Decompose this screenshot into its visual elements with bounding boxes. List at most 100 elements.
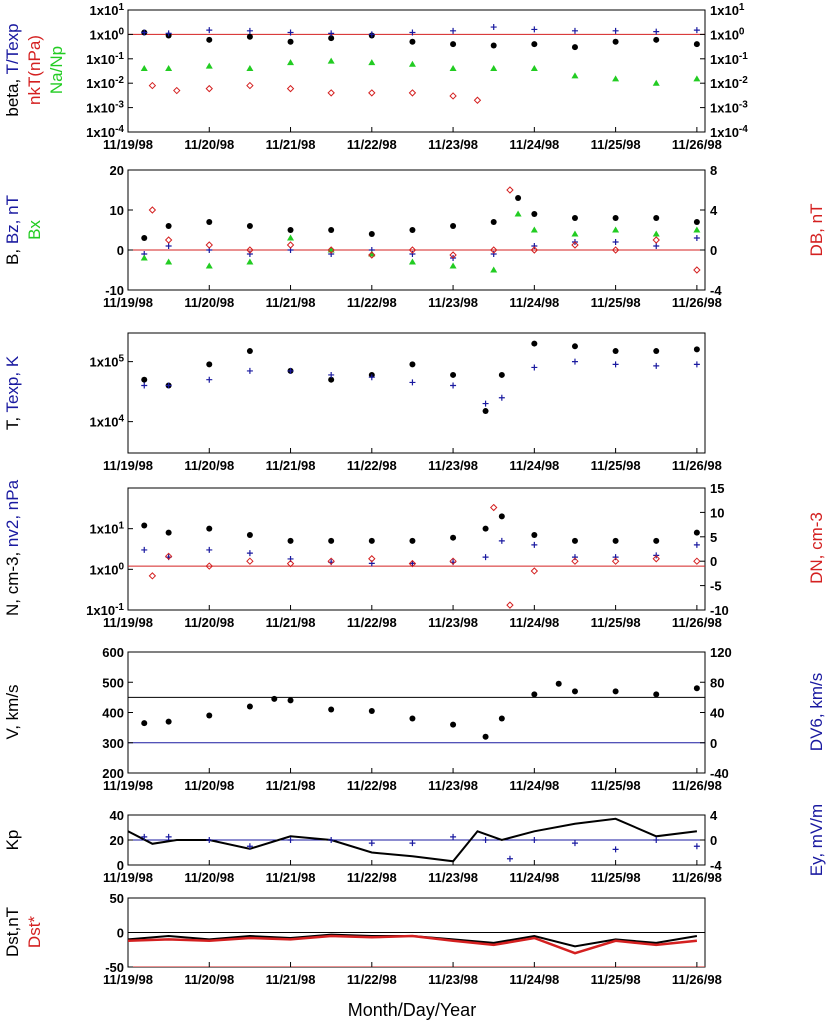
data-layer xyxy=(128,680,705,833)
data-point xyxy=(368,31,375,38)
y-tick-label: 1x105 xyxy=(90,354,125,370)
y-axis-label: beta, T/Texp xyxy=(3,23,22,116)
x-tick-label: 11/20/98 xyxy=(184,295,234,310)
data-point xyxy=(531,531,538,538)
data-point xyxy=(205,562,213,570)
data-point xyxy=(693,541,700,548)
panel-p6: 0 20 40 -4 0 4 11/19/98 11/20/98 11/21/98 11/22/9… xyxy=(3,804,826,885)
y2-tick-label: 15 xyxy=(710,481,724,496)
data-point xyxy=(246,550,253,557)
data-point xyxy=(246,348,253,355)
data-point xyxy=(409,38,416,45)
data-point xyxy=(206,27,213,34)
data-point xyxy=(449,262,457,269)
data-point xyxy=(693,75,701,82)
x-tick-label: 11/26/98 xyxy=(672,870,722,885)
data-point xyxy=(368,250,376,257)
x-tick-label: 11/19/98 xyxy=(103,870,153,885)
data-point xyxy=(571,44,578,51)
data-point xyxy=(164,552,173,561)
data-point xyxy=(368,840,375,847)
data-point xyxy=(206,712,213,719)
x-tick-label: 11/19/98 xyxy=(103,778,153,793)
data-point xyxy=(693,226,701,233)
data-point xyxy=(612,361,619,368)
data-point xyxy=(141,818,147,824)
x-tick-label: 11/19/98 xyxy=(103,972,153,987)
y-tick-label: 50 xyxy=(110,891,124,906)
x-tick-label: 11/21/98 xyxy=(266,615,316,630)
data-point xyxy=(571,343,578,350)
y-tick-label: 1x100 xyxy=(90,26,125,42)
x-tick-label: 11/23/98 xyxy=(428,778,478,793)
y2-tick-label: -5 xyxy=(710,579,722,594)
data-point xyxy=(141,522,148,529)
data-point xyxy=(693,235,700,241)
data-point xyxy=(328,706,335,713)
y2-tick-label: 5 xyxy=(710,530,717,545)
series-dn xyxy=(148,503,701,609)
data-point xyxy=(205,62,213,69)
x-tick-label: 11/21/98 xyxy=(266,137,316,152)
series-v xyxy=(141,680,700,740)
data-point xyxy=(653,837,660,843)
series-na-np xyxy=(140,57,701,86)
data-point xyxy=(286,241,295,249)
x-tick-label: 11/26/98 xyxy=(672,137,722,152)
data-point xyxy=(408,246,417,254)
data-point xyxy=(246,251,253,257)
data-point xyxy=(165,718,172,725)
data-point xyxy=(409,379,416,386)
x-tick-label: 11/23/98 xyxy=(428,137,478,152)
data-point xyxy=(328,376,335,383)
data-point xyxy=(409,560,416,567)
x-tick-label: 11/22/98 xyxy=(347,615,397,630)
data-point xyxy=(531,26,538,33)
data-point xyxy=(450,223,457,229)
data-point xyxy=(368,374,375,381)
series-texp xyxy=(141,358,700,407)
y-axis-label: T, Texp, K xyxy=(3,355,22,430)
data-layer xyxy=(128,932,705,967)
x-tick-label: 11/23/98 xyxy=(428,972,478,987)
data-point xyxy=(205,241,213,249)
data-point xyxy=(612,348,619,355)
data-point xyxy=(328,35,335,42)
data-point xyxy=(498,371,505,378)
data-point xyxy=(482,525,489,532)
data-point xyxy=(246,81,254,90)
x-tick-label: 11/26/98 xyxy=(672,458,722,473)
y2-tick-label: -40 xyxy=(710,766,729,781)
data-point xyxy=(409,29,416,36)
data-point xyxy=(693,219,700,225)
data-point xyxy=(694,827,700,833)
data-point xyxy=(531,837,538,843)
x-tick-label: 11/23/98 xyxy=(428,615,478,630)
x-tick-label: 11/25/98 xyxy=(591,615,641,630)
data-point xyxy=(612,226,620,233)
data-point xyxy=(369,827,375,833)
x-tick-label: 11/24/98 xyxy=(509,295,559,310)
data-point xyxy=(287,697,294,704)
data-point xyxy=(653,348,660,355)
data-point xyxy=(328,537,335,544)
x-tick-label: 11/23/98 xyxy=(428,295,478,310)
data-point xyxy=(571,358,578,365)
series-t-texp xyxy=(141,24,700,38)
y-tick-label: 40 xyxy=(110,808,124,823)
data-point xyxy=(611,246,620,254)
data-point xyxy=(141,235,148,241)
y-tick-label: 300 xyxy=(102,736,124,751)
x-tick-label: 11/19/98 xyxy=(103,615,153,630)
panel-p5: 200 300 400 500 600 -40 0 40 80 120 11/19/98 11/20/… xyxy=(3,645,826,833)
data-point xyxy=(246,531,253,538)
series-n xyxy=(141,513,700,544)
data-point xyxy=(449,557,457,565)
data-point xyxy=(246,246,254,254)
data-point xyxy=(409,227,416,233)
y-axis-label: B, Bz, nT xyxy=(3,195,22,265)
x-tick-label: 11/20/98 xyxy=(184,870,234,885)
panels: 1x10-4 1x10-3 1x10-2 1x10-1 1x100 1x101 1x10-4… xyxy=(3,2,826,987)
x-tick-label: 11/24/98 xyxy=(509,615,559,630)
data-point xyxy=(327,557,335,565)
